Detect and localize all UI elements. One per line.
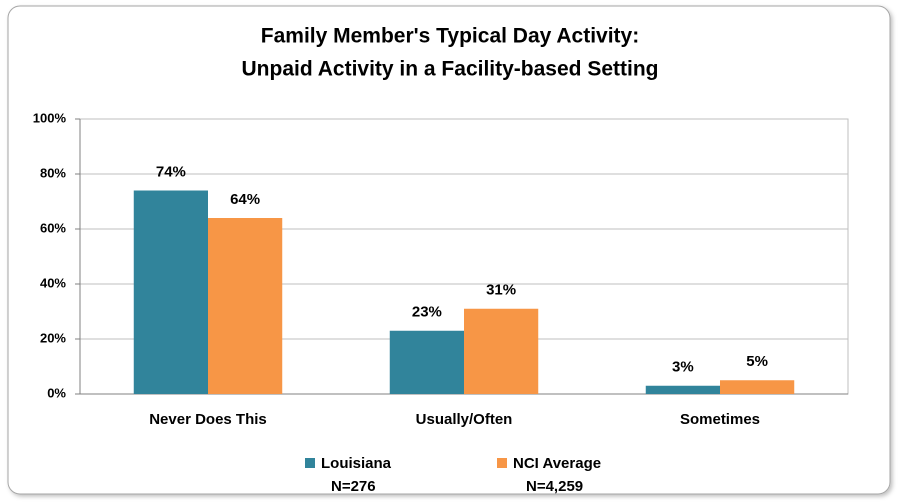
value-label: 3% xyxy=(672,359,694,376)
y-tick-label: 20% xyxy=(40,330,66,345)
x-tick-label: Never Does This xyxy=(149,411,267,428)
bar xyxy=(720,380,795,394)
value-label: 23% xyxy=(412,304,442,321)
y-tick-label: 40% xyxy=(40,275,66,290)
y-tick-label: 100% xyxy=(33,110,67,125)
legend-sample-size: N=4,259 xyxy=(526,478,583,495)
legend-label: Louisiana xyxy=(321,455,392,472)
x-tick-label: Sometimes xyxy=(680,411,760,428)
bar xyxy=(645,385,720,394)
y-tick-label: 60% xyxy=(40,220,66,235)
value-label: 74% xyxy=(156,163,186,180)
chart-title: Family Member's Typical Day Activity: xyxy=(261,25,639,48)
legend-swatch xyxy=(305,458,315,468)
legend-swatch xyxy=(497,458,507,468)
bar xyxy=(464,308,539,394)
bar xyxy=(208,218,283,394)
chart-subtitle: Unpaid Activity in a Facility-based Sett… xyxy=(242,58,659,81)
bar xyxy=(389,330,464,394)
legend-label: NCI Average xyxy=(513,455,601,472)
y-tick-label: 80% xyxy=(40,165,66,180)
bar xyxy=(133,190,208,394)
value-label: 5% xyxy=(746,353,768,370)
legend-sample-size: N=276 xyxy=(331,478,376,495)
value-label: 31% xyxy=(486,282,516,299)
x-tick-label: Usually/Often xyxy=(416,411,513,428)
y-tick-label: 0% xyxy=(47,385,66,400)
value-label: 64% xyxy=(230,191,260,208)
